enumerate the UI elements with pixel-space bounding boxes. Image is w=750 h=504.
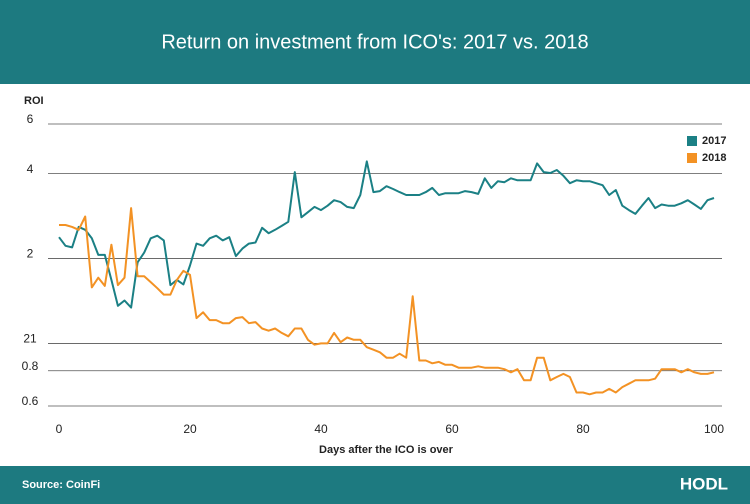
y-tick-label: 0.8 bbox=[22, 359, 39, 373]
y-tick-label: 2 bbox=[27, 247, 34, 261]
series-line bbox=[58, 160, 715, 309]
legend-swatch bbox=[687, 136, 697, 146]
x-tick-label: 0 bbox=[56, 422, 63, 436]
x-axis-label: Days after the ICO is over bbox=[319, 444, 454, 456]
x-tick-label: 40 bbox=[314, 422, 328, 436]
footer-band bbox=[0, 466, 750, 504]
logo: HODL bbox=[680, 474, 728, 493]
y-tick-label: 21 bbox=[23, 332, 37, 346]
y-tick-label: 0.6 bbox=[22, 394, 39, 408]
x-tick-label: 80 bbox=[576, 422, 590, 436]
y-axis-label: ROI bbox=[24, 95, 44, 107]
header-band bbox=[0, 0, 750, 84]
y-tick-label: 4 bbox=[27, 162, 34, 176]
series-line bbox=[59, 207, 715, 396]
chart-title: Return on investment from ICO's: 2017 vs… bbox=[161, 31, 588, 53]
x-tick-label: 20 bbox=[183, 422, 197, 436]
legend-swatch bbox=[687, 153, 697, 163]
legend-label: 2017 bbox=[702, 135, 726, 147]
legend-label: 2018 bbox=[702, 152, 726, 164]
x-tick-label: 60 bbox=[445, 422, 459, 436]
source: Source: CoinFi bbox=[22, 479, 100, 491]
x-tick-label: 100 bbox=[704, 422, 724, 436]
y-tick-label: 6 bbox=[27, 112, 34, 126]
